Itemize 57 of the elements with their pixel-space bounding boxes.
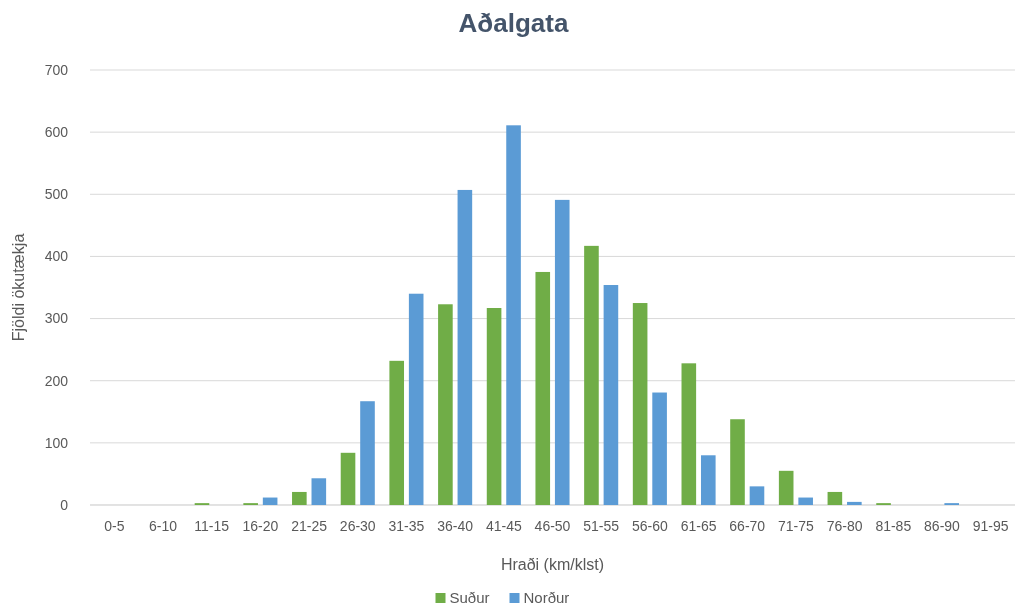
bar — [311, 478, 327, 505]
x-tick-label: 56-60 — [631, 518, 668, 534]
y-tick-label: 200 — [44, 372, 69, 389]
x-tick-label: 61-65 — [680, 518, 717, 534]
x-tick-label: 11-15 — [194, 518, 230, 534]
bar — [486, 308, 502, 505]
x-tick-label: 86-90 — [924, 518, 961, 534]
bar — [584, 245, 599, 505]
y-tick-label: 700 — [44, 61, 69, 78]
bar — [652, 392, 667, 505]
x-tick-label: 41-45 — [485, 518, 522, 534]
y-axis-title: Fjöldi ökutækja — [10, 233, 27, 342]
bar — [778, 470, 794, 505]
y-tick-label: 500 — [44, 186, 69, 203]
x-tick-label: 16-20 — [242, 518, 279, 534]
y-tick-label: 300 — [44, 310, 69, 327]
bar — [292, 491, 307, 505]
x-tick-label: 51-55 — [583, 518, 620, 534]
legend-label: Norður — [523, 589, 570, 606]
bar — [827, 491, 843, 505]
bar — [389, 360, 405, 505]
bar — [798, 497, 813, 505]
bar — [438, 304, 453, 505]
bar — [681, 363, 697, 505]
x-tick-label: 76-80 — [826, 518, 863, 534]
bar — [360, 401, 375, 505]
y-tick-label: 600 — [44, 124, 69, 141]
x-tick-label: 21-25 — [291, 518, 328, 534]
bar — [730, 419, 745, 505]
x-tick-label: 81-85 — [875, 518, 912, 534]
bar — [262, 497, 278, 505]
x-tick-label: 6-10 — [149, 518, 178, 534]
bar — [632, 303, 648, 505]
chart-title: Aðalgata — [458, 8, 569, 38]
x-axis-title: Hraði (km/klst) — [500, 556, 605, 573]
bar — [700, 455, 716, 505]
bar — [847, 501, 862, 505]
x-tick-label: 66-70 — [729, 518, 766, 534]
x-tick-label: 36-40 — [437, 518, 474, 534]
x-tick-label: 71-75 — [778, 518, 815, 534]
bar — [457, 189, 473, 505]
bar — [408, 293, 424, 505]
bar — [554, 199, 570, 505]
bar — [749, 486, 765, 505]
legend-label: Suður — [449, 589, 490, 606]
x-tick-label: 26-30 — [339, 518, 376, 534]
x-tick-label: 31-35 — [388, 518, 425, 534]
y-tick-label: 400 — [44, 248, 69, 265]
y-tick-label: 0 — [60, 496, 69, 513]
bar — [340, 452, 356, 505]
bar — [535, 271, 551, 505]
bar — [506, 125, 521, 505]
y-tick-label: 100 — [44, 434, 69, 451]
x-tick-label: 46-50 — [534, 518, 571, 534]
bar — [603, 285, 619, 505]
x-tick-label: 0-5 — [104, 518, 125, 534]
x-tick-label: 91-95 — [972, 518, 1009, 534]
